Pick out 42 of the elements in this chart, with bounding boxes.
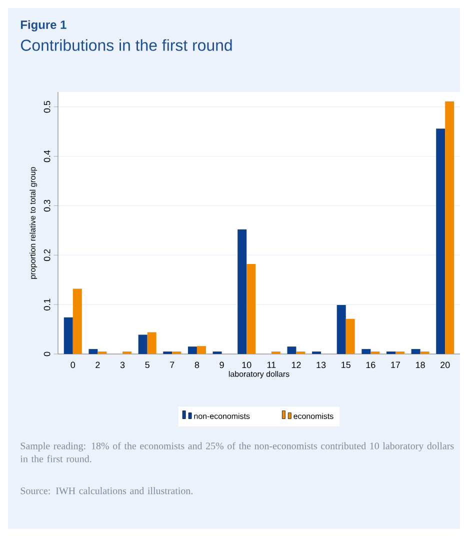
text: Sample reading: 18% of the economists and 25% of the non-economists contributed 10 laboratory dollars in the first round. [20,442,454,462]
bar [147,332,156,354]
chart-title: Contributions in the first round [21,39,232,51]
bar [196,346,206,354]
source-note: Source: IWH calculations and illustration. [20,487,192,494]
x-tick-label: 10 [242,362,252,368]
caption: Figure 1 [20,20,66,32]
bar [445,101,454,354]
x-tick-label: 20 [440,362,450,368]
y-tick-label: 0.2 [44,249,50,262]
y-tick-label: 0.3 [44,200,50,212]
x-tick-label: 11 [267,362,276,368]
x-tick-label: 5 [145,362,150,368]
x-tick-label: 7 [170,362,174,368]
x-tick-label: 17 [391,362,400,368]
y-tick-label: 0.4 [44,150,50,162]
bar [72,288,82,354]
y-tick-label: 0.1 [44,298,50,310]
bar [138,334,148,354]
bar [64,317,73,354]
bar [287,346,296,354]
bar [336,305,346,354]
y-tick-label: 0 [44,352,50,356]
y-tick-label: 0.5 [44,100,50,113]
x-tick-label: 9 [220,362,224,368]
x-tick-label: 16 [366,362,376,368]
x-tick-label: 8 [194,362,200,368]
x-tick-label: 2 [96,362,100,368]
bar [362,349,371,354]
bar [238,229,247,354]
x-tick-label: 13 [316,362,326,368]
bar [411,349,420,354]
x-tick-label: 0 [70,362,76,368]
x-tick-label: 12 [292,362,301,368]
x-tick-label: 18 [416,362,425,368]
bar [346,318,355,354]
bar [188,346,197,354]
x-tick-label: 3 [120,362,125,368]
bar [246,264,256,354]
bar [436,128,446,354]
x-tick-label: 15 [342,362,350,368]
bar [88,349,98,354]
